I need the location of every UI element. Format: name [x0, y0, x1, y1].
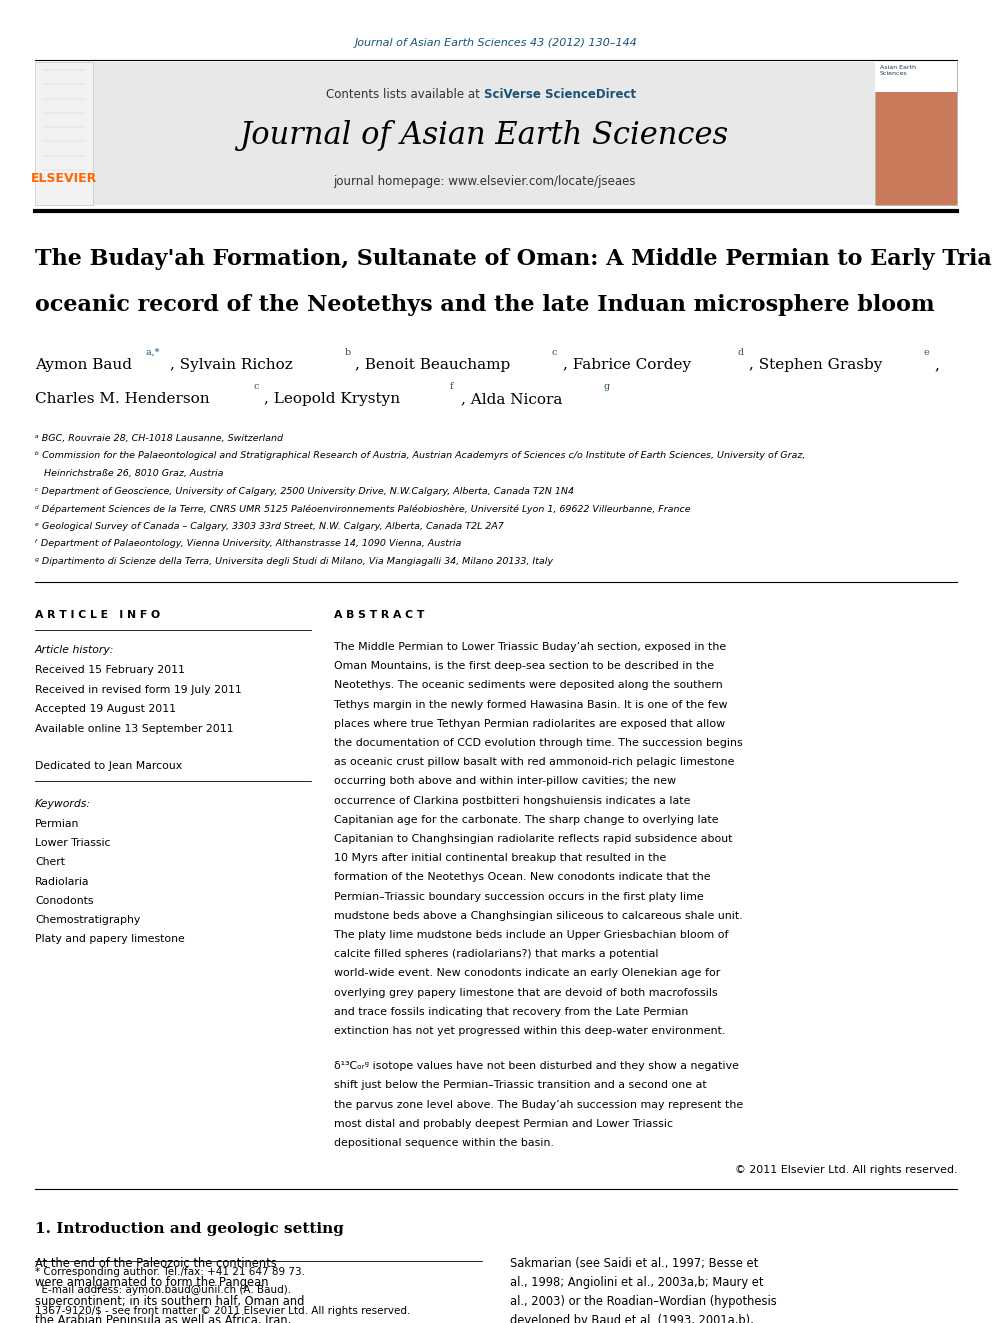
Text: ᵈ Département Sciences de la Terre, CNRS UMR 5125 Paléoenvironnements Paléobiosh: ᵈ Département Sciences de la Terre, CNRS… [35, 504, 690, 513]
Text: al., 1998; Angiolini et al., 2003a,b; Maury et: al., 1998; Angiolini et al., 2003a,b; Ma… [510, 1277, 764, 1289]
Text: overlying grey papery limestone that are devoid of both macrofossils: overlying grey papery limestone that are… [334, 987, 718, 998]
Text: Chemostratigraphy: Chemostratigraphy [35, 916, 140, 925]
Text: The platy lime mudstone beds include an Upper Griesbachian bloom of: The platy lime mudstone beds include an … [334, 930, 729, 941]
Text: Chert: Chert [35, 857, 65, 868]
Text: occurrence of Clarkina postbitteri hongshuiensis indicates a late: occurrence of Clarkina postbitteri hongs… [334, 795, 690, 806]
Text: SciVerse ScienceDirect: SciVerse ScienceDirect [484, 89, 636, 101]
Text: Accepted 19 August 2011: Accepted 19 August 2011 [35, 704, 176, 714]
Text: A R T I C L E   I N F O: A R T I C L E I N F O [35, 610, 160, 620]
Text: δ¹³Cₒᵣᵍ isotope values have not been disturbed and they show a negative: δ¹³Cₒᵣᵍ isotope values have not been dis… [334, 1061, 739, 1072]
Text: The Buday'ah Formation, Sultanate of Oman: A Middle Permian to Early Triassic: The Buday'ah Formation, Sultanate of Oma… [35, 247, 992, 270]
Text: , Leopold Krystyn: , Leopold Krystyn [264, 392, 400, 406]
Text: e: e [922, 348, 930, 357]
Text: ᵃ BGC, Rouvraie 28, CH-1018 Lausanne, Switzerland: ᵃ BGC, Rouvraie 28, CH-1018 Lausanne, Sw… [35, 434, 283, 443]
Text: The Middle Permian to Lower Triassic Buday’ah section, exposed in the: The Middle Permian to Lower Triassic Bud… [334, 642, 726, 652]
Text: the Arabian Peninsula as well as Africa, Iran,: the Arabian Peninsula as well as Africa,… [35, 1314, 292, 1323]
Text: Capitanian to Changhsingian radiolarite reflects rapid subsidence about: Capitanian to Changhsingian radiolarite … [334, 833, 733, 844]
Text: Tethys margin in the newly formed Hawasina Basin. It is one of the few: Tethys margin in the newly formed Hawasi… [334, 700, 728, 709]
Text: f: f [447, 382, 453, 392]
Text: Sakmarian (see Saidi et al., 1997; Besse et: Sakmarian (see Saidi et al., 1997; Besse… [510, 1257, 758, 1270]
Text: * Corresponding author. Tel./fax: +41 21 647 89 73.: * Corresponding author. Tel./fax: +41 21… [35, 1267, 305, 1277]
Text: Journal of Asian Earth Sciences 43 (2012) 130–144: Journal of Asian Earth Sciences 43 (2012… [354, 38, 638, 48]
Text: supercontinent; in its southern half, Oman and: supercontinent; in its southern half, Om… [35, 1295, 305, 1308]
Text: places where true Tethyan Permian radiolarites are exposed that allow: places where true Tethyan Permian radiol… [334, 718, 725, 729]
Text: Article history:: Article history: [35, 646, 114, 655]
Text: Platy and papery limestone: Platy and papery limestone [35, 934, 185, 945]
Text: Contents lists available at: Contents lists available at [326, 89, 484, 101]
Text: , Benoit Beauchamp: , Benoit Beauchamp [355, 359, 511, 372]
Text: , Stephen Grasby: , Stephen Grasby [749, 359, 882, 372]
Text: d: d [735, 348, 744, 357]
Bar [35, 62, 93, 205]
Text: mudstone beds above a Changhsingian siliceous to calcareous shale unit.: mudstone beds above a Changhsingian sili… [334, 910, 743, 921]
Text: Aymon Baud: Aymon Baud [35, 359, 132, 372]
Text: At the end of the Paleozoic the continents: At the end of the Paleozoic the continen… [35, 1257, 277, 1270]
Text: ,: , [934, 359, 939, 372]
Text: extinction has not yet progressed within this deep-water environment.: extinction has not yet progressed within… [334, 1027, 725, 1036]
Text: ᵇ Commission for the Palaeontological and Stratigraphical Research of Austria, A: ᵇ Commission for the Palaeontological an… [35, 451, 806, 460]
Text: Received 15 February 2011: Received 15 February 2011 [35, 665, 185, 675]
Text: shift just below the Permian–Triassic transition and a second one at: shift just below the Permian–Triassic tr… [334, 1081, 707, 1090]
Text: E-mail address: aymon.baud@unil.ch (A. Baud).: E-mail address: aymon.baud@unil.ch (A. B… [35, 1285, 291, 1295]
Text: © 2011 Elsevier Ltd. All rights reserved.: © 2011 Elsevier Ltd. All rights reserved… [735, 1166, 957, 1175]
Text: the parvus zone level above. The Buday’ah succession may represent the: the parvus zone level above. The Buday’a… [334, 1099, 743, 1110]
Text: , Sylvain Richoz: , Sylvain Richoz [170, 359, 293, 372]
Text: A B S T R A C T: A B S T R A C T [334, 610, 425, 620]
Text: calcite filled spheres (radiolarians?) that marks a potential: calcite filled spheres (radiolarians?) t… [334, 949, 659, 959]
Text: , Fabrice Cordey: , Fabrice Cordey [562, 359, 690, 372]
Text: Oman Mountains, is the first deep-sea section to be described in the: Oman Mountains, is the first deep-sea se… [334, 662, 714, 671]
Text: Permian–Triassic boundary succession occurs in the first platy lime: Permian–Triassic boundary succession occ… [334, 892, 704, 901]
Text: oceanic record of the Neotethys and the late Induan microsphere bloom: oceanic record of the Neotethys and the … [35, 294, 934, 316]
Text: ᵉ Geological Survey of Canada – Calgary, 3303 33rd Street, N.W. Calgary, Alberta: ᵉ Geological Survey of Canada – Calgary,… [35, 521, 504, 531]
Text: Keywords:: Keywords: [35, 799, 91, 808]
Text: Available online 13 September 2011: Available online 13 September 2011 [35, 724, 233, 733]
Text: g: g [601, 382, 610, 392]
Text: Journal of Asian Earth Sciences: Journal of Asian Earth Sciences [239, 120, 728, 151]
Text: ᶜ Department of Geoscience, University of Calgary, 2500 University Drive, N.W.Ca: ᶜ Department of Geoscience, University o… [35, 487, 574, 496]
Text: most distal and probably deepest Permian and Lower Triassic: most distal and probably deepest Permian… [334, 1119, 674, 1129]
Text: 1367-9120/$ - see front matter © 2011 Elsevier Ltd. All rights reserved.: 1367-9120/$ - see front matter © 2011 El… [35, 1306, 411, 1316]
Text: Asian Earth
Sciences: Asian Earth Sciences [880, 65, 916, 77]
Text: b: b [342, 348, 351, 357]
Text: Neotethys. The oceanic sediments were deposited along the southern: Neotethys. The oceanic sediments were de… [334, 680, 723, 691]
Text: 1. Introduction and geologic setting: 1. Introduction and geologic setting [35, 1222, 344, 1236]
Bar [875, 62, 957, 93]
Text: were amalgamated to form the Pangean: were amalgamated to form the Pangean [35, 1277, 269, 1289]
Text: Received in revised form 19 July 2011: Received in revised form 19 July 2011 [35, 684, 242, 695]
Text: Lower Triassic: Lower Triassic [35, 839, 110, 848]
Text: a,*: a,* [143, 348, 160, 357]
Text: occurring both above and within inter-pillow cavities; the new: occurring both above and within inter-pi… [334, 777, 677, 786]
Text: Dedicated to Jean Marcoux: Dedicated to Jean Marcoux [35, 761, 183, 771]
Text: depositional sequence within the basin.: depositional sequence within the basin. [334, 1138, 555, 1148]
Text: Capitanian age for the carbonate. The sharp change to overlying late: Capitanian age for the carbonate. The sh… [334, 815, 719, 824]
Text: , Alda Nicora: , Alda Nicora [460, 392, 562, 406]
Bar [875, 62, 957, 205]
Text: world-wide event. New conodonts indicate an early Olenekian age for: world-wide event. New conodonts indicate… [334, 968, 720, 979]
Text: Permian: Permian [35, 819, 79, 830]
Text: as oceanic crust pillow basalt with red ammonoid-rich pelagic limestone: as oceanic crust pillow basalt with red … [334, 757, 735, 767]
Text: Conodonts: Conodonts [35, 896, 93, 906]
Text: 10 Myrs after initial continental breakup that resulted in the: 10 Myrs after initial continental breaku… [334, 853, 667, 863]
Text: formation of the Neotethys Ocean. New conodonts indicate that the: formation of the Neotethys Ocean. New co… [334, 872, 711, 882]
Text: Heinrichstraße 26, 8010 Graz, Austria: Heinrichstraße 26, 8010 Graz, Austria [35, 468, 223, 478]
Text: ᶠ Department of Palaeontology, Vienna University, Althanstrasse 14, 1090 Vienna,: ᶠ Department of Palaeontology, Vienna Un… [35, 538, 461, 548]
Text: ELSEVIER: ELSEVIER [31, 172, 97, 185]
Text: c: c [550, 348, 558, 357]
Text: and trace fossils indicating that recovery from the Late Permian: and trace fossils indicating that recove… [334, 1007, 688, 1017]
Text: ᵍ Dipartimento di Scienze della Terra, Universita degli Studi di Milano, Via Man: ᵍ Dipartimento di Scienze della Terra, U… [35, 557, 553, 565]
Text: Charles M. Henderson: Charles M. Henderson [35, 392, 209, 406]
Text: developed by Baud et al. (1993, 2001a,b),: developed by Baud et al. (1993, 2001a,b)… [510, 1314, 754, 1323]
Text: journal homepage: www.elsevier.com/locate/jseaes: journal homepage: www.elsevier.com/locat… [332, 175, 635, 188]
Text: the documentation of CCD evolution through time. The succession begins: the documentation of CCD evolution throu… [334, 738, 743, 747]
Text: c: c [251, 382, 259, 392]
Text: Radiolaria: Radiolaria [35, 877, 89, 886]
Bar [93, 62, 875, 205]
Text: al., 2003) or the Roadian–Wordian (hypothesis: al., 2003) or the Roadian–Wordian (hypot… [510, 1295, 777, 1308]
